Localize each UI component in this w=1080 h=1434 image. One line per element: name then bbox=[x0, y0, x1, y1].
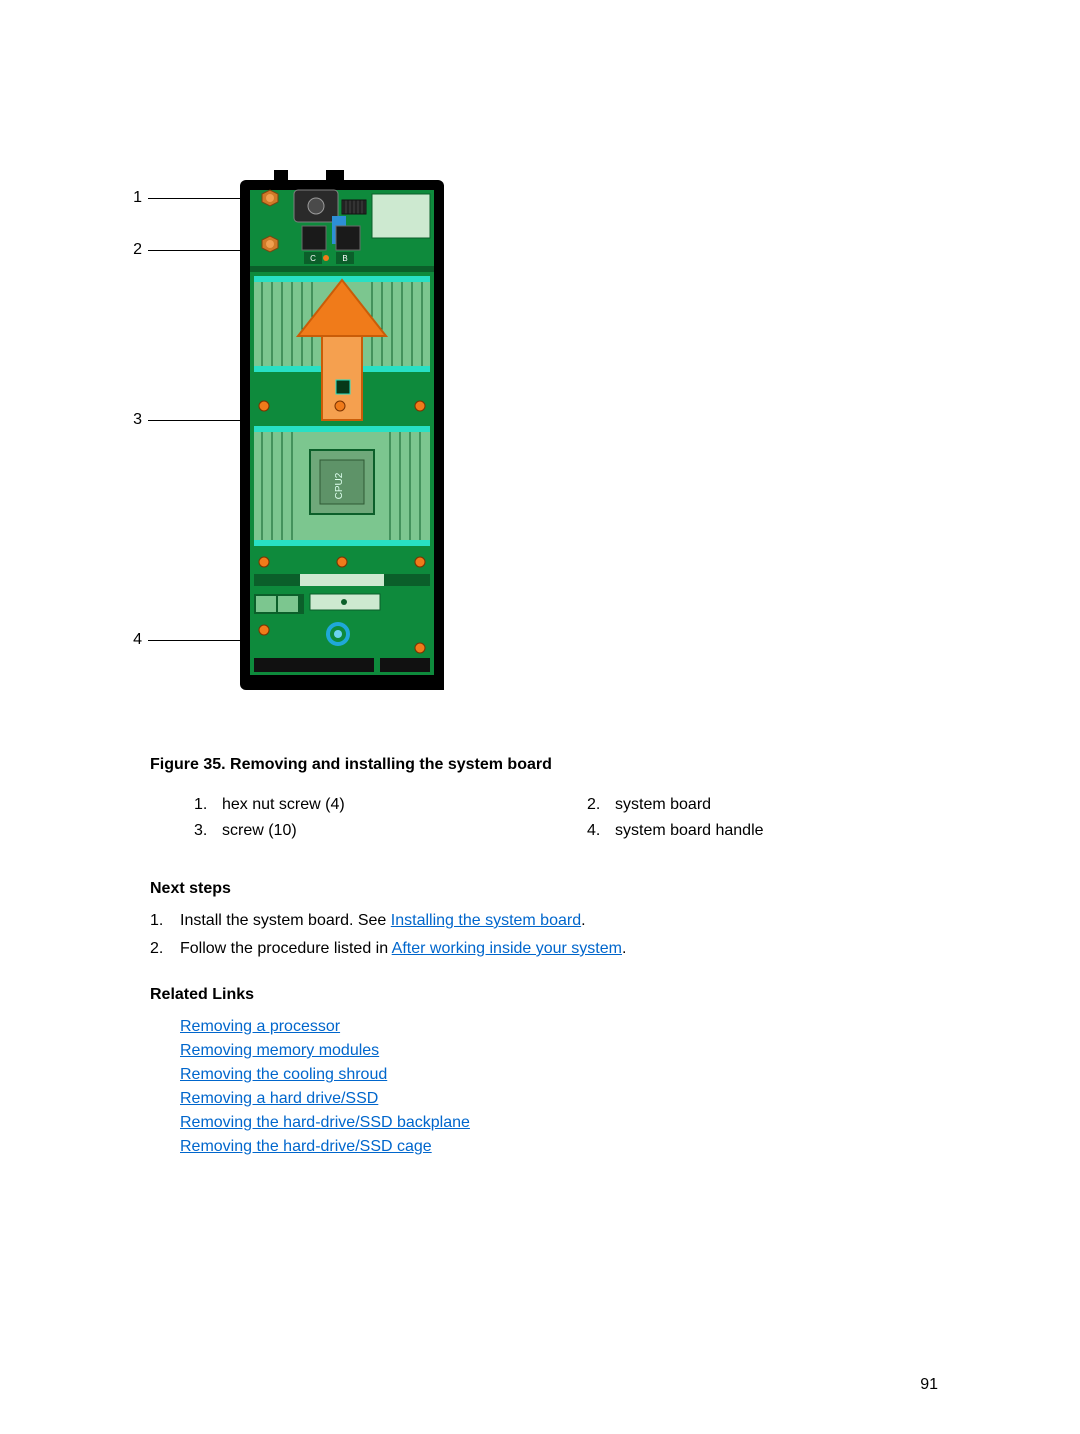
legend-item: 4. system board handle bbox=[587, 822, 940, 840]
step-post: . bbox=[581, 912, 585, 929]
callout-4: 4 bbox=[133, 630, 240, 650]
step-post: . bbox=[622, 940, 626, 957]
cpu-label: CPU2 bbox=[334, 472, 345, 499]
system-board-diagram: C B bbox=[240, 170, 444, 700]
callout-line bbox=[148, 640, 240, 641]
callout-num: 2 bbox=[133, 241, 142, 259]
step-pre: Install the system board. See bbox=[180, 912, 391, 929]
conn-b: B bbox=[342, 254, 347, 263]
callout-num: 1 bbox=[133, 189, 142, 207]
page-number: 91 bbox=[920, 1376, 938, 1394]
step-item: 2. Follow the procedure listed in After … bbox=[150, 940, 940, 958]
step-body: Install the system board. See Installing… bbox=[180, 912, 586, 930]
callout-num: 3 bbox=[133, 411, 142, 429]
callout-2: 2 bbox=[133, 240, 240, 260]
step-body: Follow the procedure listed in After wor… bbox=[180, 940, 626, 958]
legend-item: 2. system board bbox=[587, 796, 940, 814]
step-pre: Follow the procedure listed in bbox=[180, 940, 392, 957]
cpu-socket: CPU2 bbox=[310, 450, 374, 514]
related-link[interactable]: Removing the hard-drive/SSD backplane bbox=[180, 1114, 470, 1131]
related-link[interactable]: Removing the hard-drive/SSD cage bbox=[180, 1138, 432, 1155]
legend-num: 3. bbox=[194, 822, 222, 840]
legend-item: 3. screw (10) bbox=[194, 822, 547, 840]
legend-num: 2. bbox=[587, 796, 615, 814]
callout-line bbox=[148, 198, 240, 199]
callout-1: 1 bbox=[133, 188, 240, 208]
legend-text: screw (10) bbox=[222, 822, 297, 840]
legend-num: 1. bbox=[194, 796, 222, 814]
legend-num: 4. bbox=[587, 822, 615, 840]
figure-caption: Figure 35. Removing and installing the s… bbox=[150, 756, 940, 774]
related-link[interactable]: Removing a hard drive/SSD bbox=[180, 1090, 378, 1107]
step-num: 2. bbox=[150, 940, 180, 958]
step-link[interactable]: Installing the system board bbox=[391, 912, 581, 929]
legend-text: system board bbox=[615, 796, 711, 814]
legend-text: system board handle bbox=[615, 822, 764, 840]
next-steps-heading: Next steps bbox=[150, 880, 940, 898]
callout-line bbox=[148, 250, 240, 251]
legend-item: 1. hex nut screw (4) bbox=[194, 796, 547, 814]
figure-block: 1 2 3 4 bbox=[240, 170, 940, 700]
legend-text: hex nut screw (4) bbox=[222, 796, 345, 814]
related-link[interactable]: Removing the cooling shroud bbox=[180, 1066, 387, 1083]
step-item: 1. Install the system board. See Install… bbox=[150, 912, 940, 930]
related-link[interactable]: Removing a processor bbox=[180, 1018, 340, 1035]
related-links-list: Removing a processor Removing memory mod… bbox=[180, 1018, 940, 1156]
step-link[interactable]: After working inside your system bbox=[392, 940, 622, 957]
callout-num: 4 bbox=[133, 631, 142, 649]
next-steps-list: 1. Install the system board. See Install… bbox=[150, 912, 940, 958]
figure-legend: 1. hex nut screw (4) 2. system board 3. … bbox=[194, 796, 940, 840]
related-link[interactable]: Removing memory modules bbox=[180, 1042, 379, 1059]
callout-line bbox=[148, 420, 240, 421]
conn-c: C bbox=[310, 254, 316, 263]
related-heading: Related Links bbox=[150, 986, 940, 1004]
step-num: 1. bbox=[150, 912, 180, 930]
callout-3: 3 bbox=[133, 410, 240, 430]
